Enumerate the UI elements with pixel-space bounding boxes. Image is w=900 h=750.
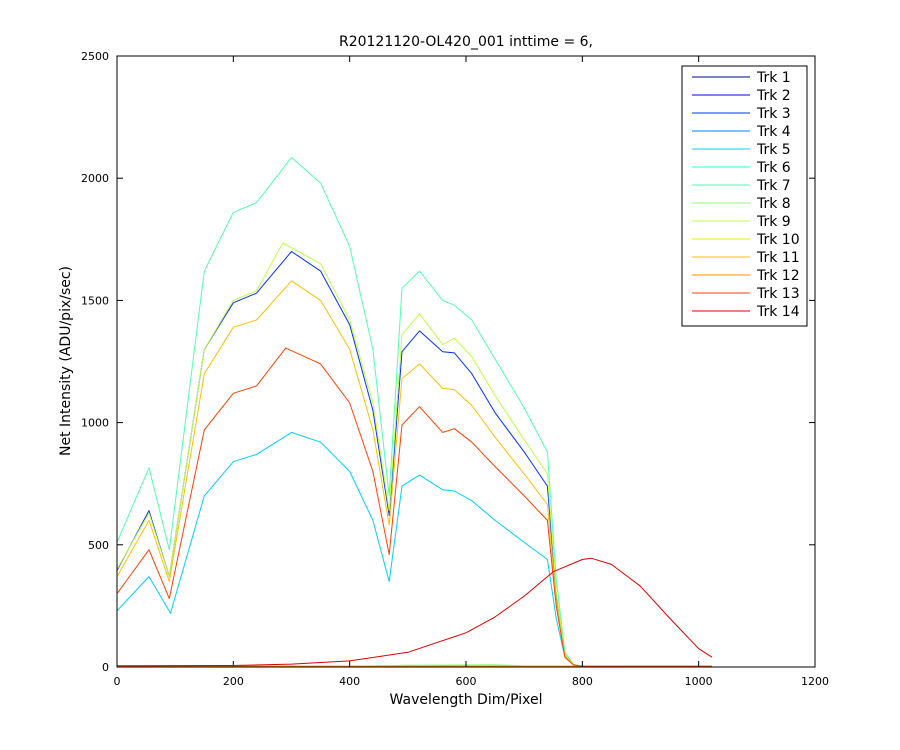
- legend-label: Trk 13: [756, 286, 800, 302]
- y-tick-label: 1500: [81, 294, 109, 307]
- chart-title: R20121120-OL420_001 inttime = 6,: [339, 34, 593, 50]
- series-line-trk-7: [116, 156, 712, 667]
- x-axis-label: Wavelength Dim/Pixel: [390, 692, 543, 708]
- series-layer: [116, 156, 713, 667]
- x-tick-label: 600: [456, 675, 477, 688]
- legend-label: Trk 2: [756, 88, 791, 104]
- legend-label: Trk 8: [756, 196, 791, 212]
- x-tick-label: 200: [223, 675, 244, 688]
- legend-label: Trk 3: [756, 106, 791, 122]
- series-line-trk-5: [116, 431, 712, 667]
- x-tick-label: 1000: [685, 675, 713, 688]
- legend-label: Trk 5: [756, 142, 791, 158]
- y-axis-label: Net Intensity (ADU/pix/sec): [58, 266, 74, 456]
- legend-box: [681, 65, 808, 327]
- legend-label: Trk 14: [756, 304, 800, 320]
- series-line-trk-13: [116, 347, 712, 667]
- legend-label: Trk 11: [756, 250, 800, 266]
- x-tick-label: 0: [114, 675, 121, 688]
- y-tick-label: 0: [102, 661, 109, 674]
- x-tick-label: 1200: [801, 675, 829, 688]
- y-tick-label: 500: [88, 539, 109, 552]
- y-tick-label: 2000: [81, 172, 109, 185]
- y-tick-label: 2500: [81, 50, 109, 63]
- legend-label: Trk 4: [756, 124, 791, 140]
- series-line-trk-14: [116, 557, 713, 667]
- legend-label: Trk 9: [756, 214, 791, 230]
- ticks-layer: 0 200 400 600 800 1000 1200 0 500 1000 1500 2000 250…: [81, 50, 829, 688]
- legend-label: Trk 6: [756, 160, 791, 176]
- x-tick-label: 400: [339, 675, 360, 688]
- x-tick-label: 800: [572, 675, 593, 688]
- series-line-trk-9: [116, 242, 712, 667]
- legend-label: Trk 7: [756, 178, 791, 194]
- legend-label: Trk 1: [756, 70, 791, 86]
- legend-label: Trk 10: [756, 232, 800, 248]
- series-line-trk-11: [116, 280, 712, 667]
- y-tick-label: 1000: [81, 417, 109, 430]
- legend-label: Trk 12: [756, 268, 800, 284]
- legend: Trk 1 Trk 2 Trk 3 Trk 4 Trk 5 Trk 6 Trk 7 Trk 8…: [681, 65, 808, 327]
